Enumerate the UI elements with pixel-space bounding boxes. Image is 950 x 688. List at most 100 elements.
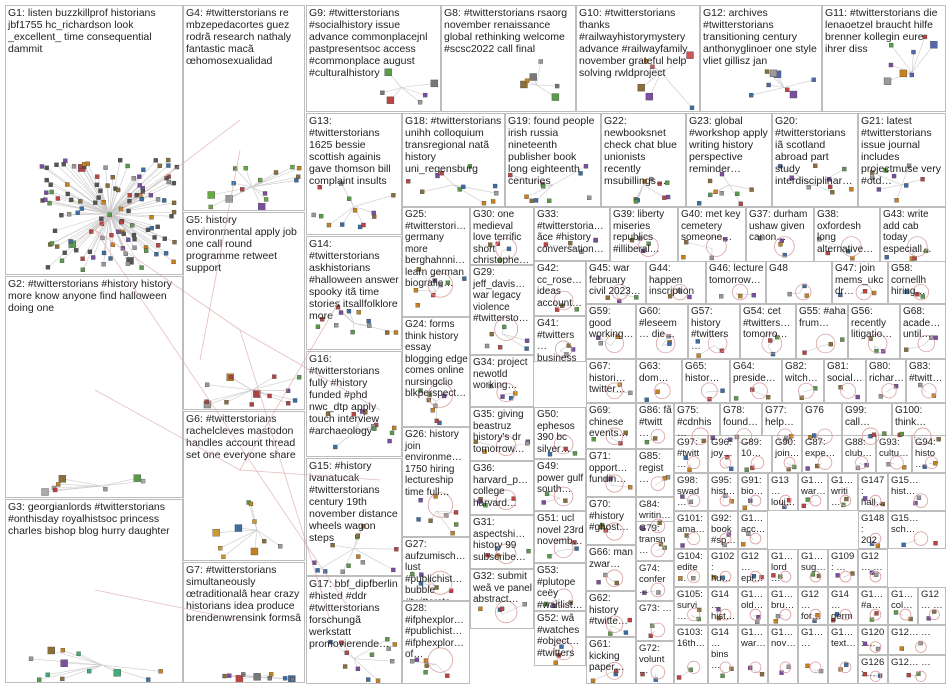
group-box-g26: G26: history join environme… 1750 hiring… [402,427,470,537]
self-loop [779,661,792,674]
node [578,171,583,176]
node [454,522,459,527]
node [218,546,223,551]
node [889,43,894,48]
group-label: G5: history environmental apply job one … [186,214,297,274]
self-loop [605,615,624,633]
node [850,571,855,576]
node [623,630,629,635]
node [369,652,375,657]
node [904,183,909,188]
node [920,176,925,182]
node [844,662,849,668]
group-box-g102: G102: hu… [708,549,738,587]
group-label: G19: found people irish russia nineteent… [508,115,595,187]
group-box-g73: G73: … [636,601,674,641]
group-nodes [311,181,396,230]
edge [546,493,561,499]
group-nodes [918,382,937,399]
group-box-g85: G85: regist… [636,449,674,497]
group-label: G15: #history ivanatucak #twitterstorian… [309,460,398,544]
group-nodes [485,543,531,564]
node [258,177,263,183]
group-nodes [839,494,852,508]
edge [353,658,379,681]
edge [101,664,149,680]
group-nodes [691,427,715,445]
node [222,673,227,679]
edge [47,664,103,676]
node [749,93,754,98]
node [315,324,321,329]
node [339,640,344,645]
node [719,294,724,299]
group-label: G68: acade… until… [903,306,941,340]
node [538,59,543,64]
node [828,184,833,190]
group-nodes [913,493,929,508]
node [849,187,854,192]
self-loop [749,494,762,507]
node [759,574,764,580]
group-nodes [596,569,624,587]
node [162,236,167,241]
edge [911,36,926,73]
node [60,648,66,653]
edge [341,206,355,225]
node [825,250,831,256]
edge [559,548,577,551]
self-loop [840,382,857,399]
self-loop [928,609,940,621]
group-box-g35: G35: giving beastruz history's dr tomorr… [470,407,534,461]
group-nodes [926,609,940,621]
group-label: G77: help… [765,405,794,428]
node [742,505,747,510]
node [166,163,171,168]
group-label: G1… … [801,627,824,649]
node [786,466,791,472]
edge [660,72,693,108]
node [574,307,579,312]
node [899,69,908,78]
self-loop [869,670,882,682]
edge [251,186,266,194]
node [406,179,411,184]
group-label: G66: man zwar… [589,547,633,570]
group-nodes [547,538,579,559]
self-loop [605,334,624,353]
node [657,181,662,186]
node [485,553,490,558]
node [169,214,174,219]
node [352,208,358,213]
node [650,64,655,69]
node [691,576,696,581]
group-nodes [719,454,734,471]
node [286,401,291,406]
node [360,560,366,565]
group-box-g42: G42: cc_rose… ideas account… [534,261,586,316]
node [49,241,55,246]
node [59,213,64,218]
group-nodes [28,646,163,682]
node [766,82,771,88]
node [899,646,905,651]
group-label: G90: join… [775,437,800,459]
group-label: G11: #twitterstorians die lenaoetzel bra… [825,7,938,55]
edge [901,165,910,185]
node [385,330,390,335]
group-nodes [687,607,702,622]
node [680,543,685,548]
node [713,189,718,195]
node [572,451,578,456]
self-loop [798,382,815,399]
self-loop [913,493,929,508]
node [44,165,49,170]
self-loop [638,236,659,257]
group-nodes [637,51,695,110]
self-loop [553,434,574,455]
node [484,343,490,349]
group-box-g56: G56: recently litigatio… [848,304,900,359]
node [157,163,162,168]
node [346,563,351,568]
node [502,324,507,330]
